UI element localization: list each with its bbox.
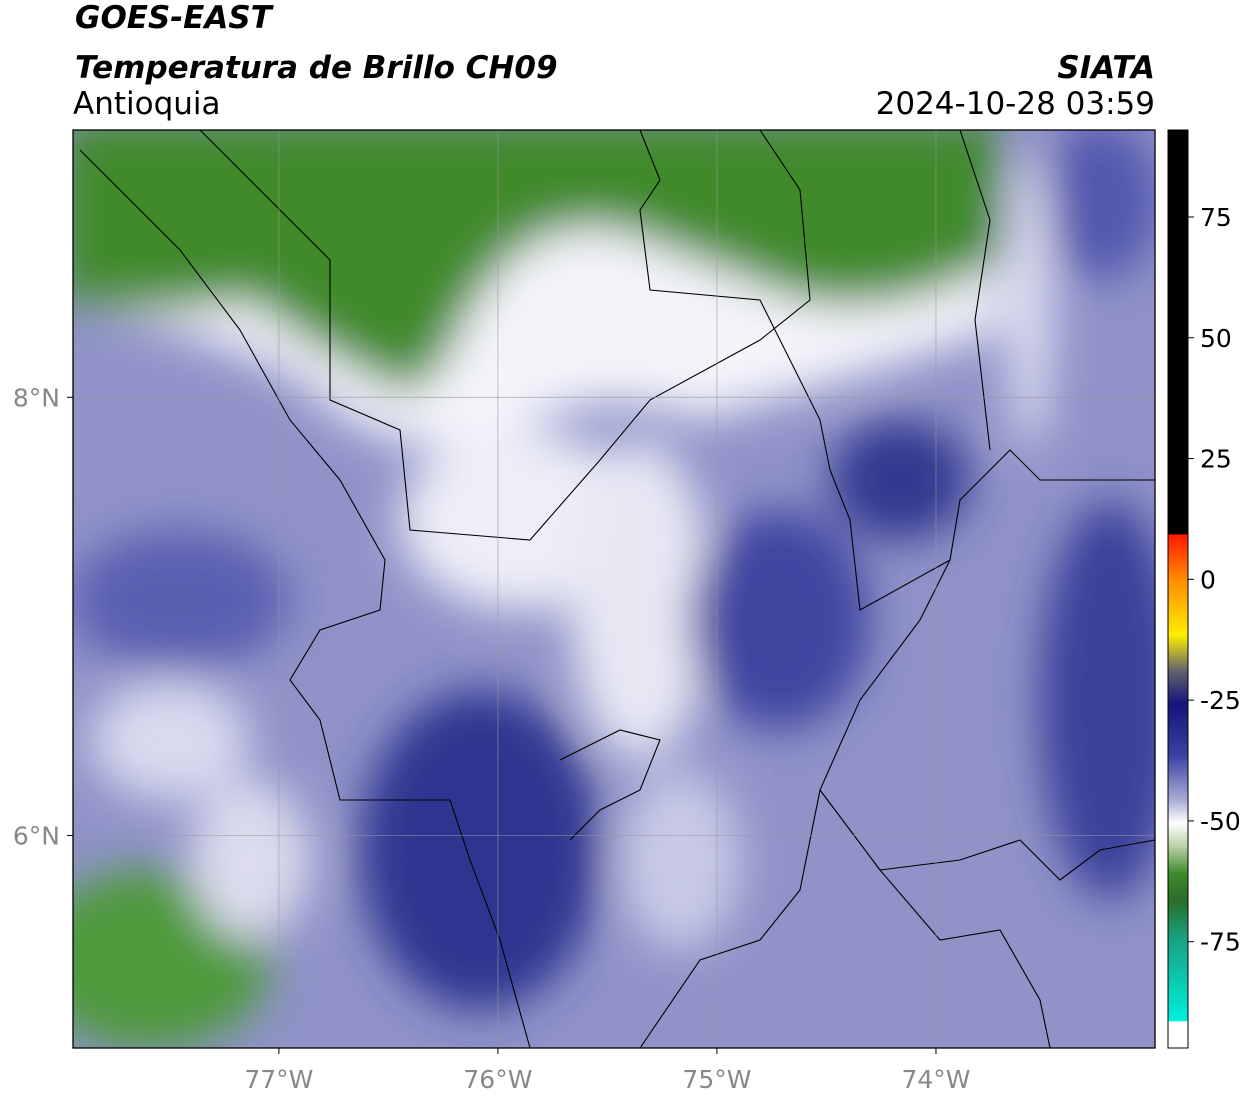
subtitle: Temperatura de Brillo CH09 <box>75 50 558 86</box>
colorbar <box>1167 129 1189 1049</box>
colorbar-label: 75 <box>1200 203 1232 232</box>
colorbar-label: -50 <box>1200 807 1241 836</box>
x-tick-label: 75°W <box>682 1065 751 1094</box>
title: GOES-EAST <box>75 0 275 36</box>
region: Antioquia <box>73 86 221 122</box>
source: SIATA <box>1057 50 1155 86</box>
y-tick-label: 8°N <box>13 383 60 412</box>
datetime: 2024-10-28 03:59 <box>876 86 1155 122</box>
x-tick-label: 74°W <box>901 1065 970 1094</box>
grid <box>73 130 1155 1048</box>
x-tick-label: 76°W <box>463 1065 532 1094</box>
x-tick-label: 77°W <box>244 1065 313 1094</box>
colorbar-label: 25 <box>1200 445 1232 474</box>
imagery <box>73 130 1155 1048</box>
colorbar-label: 50 <box>1200 324 1232 353</box>
colorbar-label: 0 <box>1200 565 1216 594</box>
y-tick-label: 6°N <box>13 821 60 850</box>
colorbar-label: -25 <box>1200 686 1241 715</box>
map-frame <box>72 129 1156 1049</box>
colorbar-label: -75 <box>1200 928 1241 957</box>
